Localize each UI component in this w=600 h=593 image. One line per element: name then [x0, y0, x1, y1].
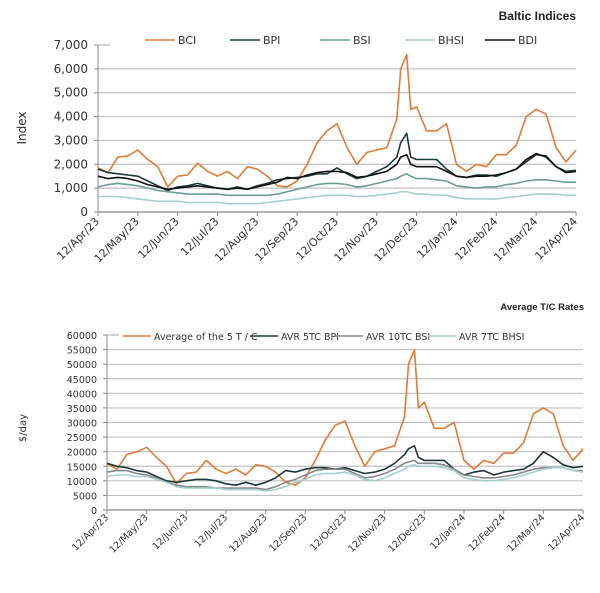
y-tick-label: 15000	[67, 462, 97, 473]
series-line-bdi	[97, 152, 577, 191]
x-tick-label: 12/Apr/24	[546, 512, 587, 553]
x-tick-label: 12/May/23	[107, 512, 150, 555]
y-tick-label: 50000	[67, 360, 97, 371]
x-tick-label: 12/Apr/24	[532, 215, 580, 263]
series-line-bci	[97, 53, 577, 188]
series-line-average-of-the-5-t-c	[106, 348, 584, 487]
legend-label: AVR 10TC BSI	[366, 332, 430, 343]
legend-label: BPI	[263, 34, 280, 47]
y-tick-label: 25000	[67, 433, 97, 444]
chart-title: Baltic Indices	[499, 9, 577, 23]
y-tick-label: 4,000	[54, 110, 88, 124]
x-tick-label: 12/Jun/23	[135, 215, 181, 261]
legend-label: AVR 5TC BPI	[281, 332, 339, 343]
x-tick-label: 12/Feb/24	[466, 512, 507, 553]
legend-label: AVR 7TC BHSI	[459, 332, 524, 343]
legend-label: BCI	[178, 34, 196, 47]
x-tick-label: 12/Apr/23	[70, 512, 111, 553]
x-tick-label: 12/Dec/23	[386, 512, 428, 554]
legend-label: BHSI	[438, 34, 464, 47]
y-tick-label: 35000	[67, 404, 97, 415]
series-line-avr-5tc-bpi	[106, 444, 584, 487]
x-tick-label: 12/Jun/23	[151, 512, 191, 552]
x-tick-label: 12/Mar/24	[505, 512, 547, 554]
y-tick-label: 10000	[67, 477, 97, 488]
series-line-bhsi	[98, 190, 576, 205]
x-tick-label: 12/Aug/23	[227, 512, 270, 555]
y-tick-label: 30000	[67, 419, 97, 430]
series-line-bpi	[97, 132, 577, 192]
x-tick-label: 12/Jan/24	[428, 512, 468, 552]
series-line-avr-10tc-bsi	[106, 459, 583, 491]
x-tick-label: 12/Sep/23	[252, 215, 301, 264]
series-line-bsi	[97, 173, 576, 197]
y-tick-label: 2,000	[54, 157, 88, 171]
y-axis-label: $/day	[18, 414, 29, 442]
x-tick-label: 12/Nov/23	[346, 512, 389, 555]
y-tick-label: 5,000	[54, 86, 88, 100]
y-tick-label: 5000	[73, 491, 97, 502]
y-tick-label: 3,000	[54, 133, 88, 147]
x-tick-label: 12/Oct/23	[308, 512, 349, 553]
y-tick-label: 40000	[67, 389, 97, 400]
y-tick-label: 20000	[67, 448, 97, 459]
average-tc-rates-chart: Average T/C Rates 0 5000 10000 15000 20000 250…	[18, 302, 587, 556]
y-tick-label: 0	[80, 205, 88, 219]
series-line-avr-7tc-bhsi	[106, 463, 584, 492]
legend-label: BSI	[353, 34, 371, 47]
baltic-indices-chart: Baltic Indices 0 1,000 2,000 3,000 4,000 5,000…	[15, 9, 580, 265]
y-tick-label: 0	[91, 506, 97, 517]
x-tick-label: 12/Sep/23	[267, 512, 309, 554]
y-tick-label: 60000	[67, 331, 97, 342]
y-tick-label: 45000	[67, 375, 97, 386]
y-tick-label: 6,000	[54, 62, 88, 76]
legend-label: BDI	[518, 34, 537, 47]
chart-title: Average T/C Rates	[500, 302, 584, 313]
legend-label: Average of the 5 T / C	[154, 332, 258, 343]
y-tick-label: 55000	[67, 346, 97, 357]
y-tick-label: 1,000	[54, 181, 88, 195]
x-tick-label: 12/Jul/23	[193, 512, 231, 550]
y-tick-label: 7,000	[54, 38, 88, 52]
y-axis-label: Index	[15, 111, 29, 144]
x-tick-label: 12/Mar/24	[491, 215, 540, 264]
